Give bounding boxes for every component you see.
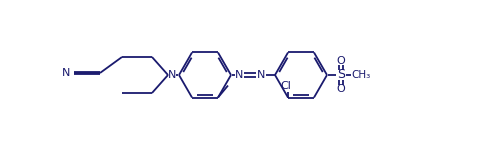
Text: N: N — [235, 70, 243, 80]
Text: CH₃: CH₃ — [351, 70, 370, 80]
Text: N: N — [62, 68, 70, 78]
Text: N: N — [257, 70, 265, 80]
Text: Cl: Cl — [281, 81, 292, 90]
Text: O: O — [337, 56, 345, 66]
Text: N: N — [168, 70, 176, 80]
Text: O: O — [337, 84, 345, 94]
Text: S: S — [337, 69, 345, 81]
